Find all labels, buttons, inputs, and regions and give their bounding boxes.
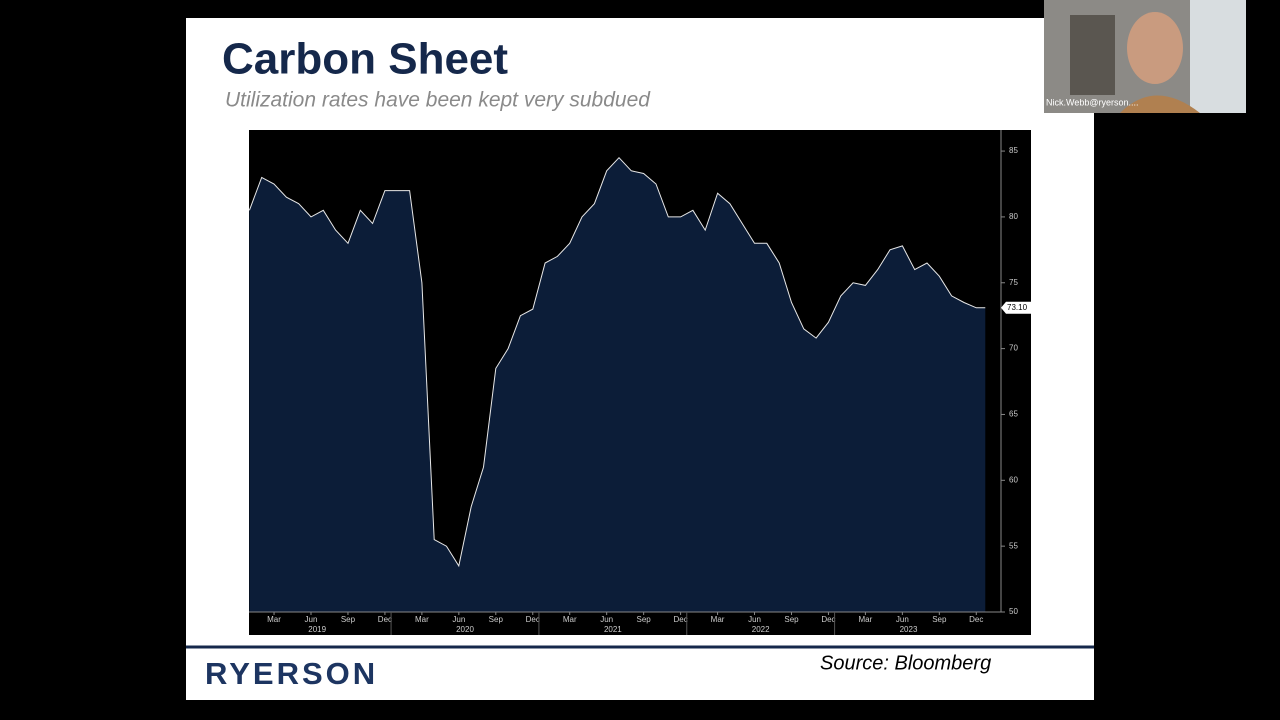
year-label: 2019 [308,625,326,634]
year-label: 2021 [604,625,622,634]
y-tick-label: 75 [1009,278,1018,287]
x-tick-label: Dec [526,615,540,624]
logo: RYERSON [205,656,378,691]
x-tick-label: Sep [637,615,652,624]
slide-title: Carbon Sheet [222,35,508,84]
y-tick-label: 55 [1009,541,1018,550]
x-tick-label: Dec [969,615,983,624]
x-tick-label: Dec [378,615,392,624]
x-tick-label: Sep [341,615,356,624]
x-tick-label: Jun [600,615,613,624]
year-label: 2023 [900,625,918,634]
x-tick-label: Jun [305,615,318,624]
year-label: 2022 [752,625,770,634]
person-body [1120,95,1200,113]
person-head [1127,12,1183,84]
x-tick-label: Jun [896,615,909,624]
x-tick-label: Sep [489,615,504,624]
y-tick-label: 85 [1009,146,1018,155]
x-tick-label: Jun [748,615,761,624]
value-label: 73.10 [1007,303,1028,312]
y-tick-label: 65 [1009,410,1018,419]
y-tick-label: 80 [1009,212,1018,221]
video-tile: Nick.Webb@ryerson.... [1044,0,1246,113]
y-tick-label: 60 [1009,475,1018,484]
participant-name: Nick.Webb@ryerson.... [1046,97,1139,107]
year-label: 2020 [456,625,474,634]
y-tick-label: 70 [1009,344,1018,353]
x-tick-label: Dec [673,615,687,624]
chart: 50 55 60 65 70 75 80 85 73.10 Mar Jun Sep Dec Mar Jun S… [248,130,1031,635]
x-tick-label: Mar [859,615,873,624]
area [249,157,986,612]
y-tick-label: 50 [1009,607,1018,616]
x-tick-label: Mar [415,615,429,624]
window [1190,0,1246,113]
value-label-bg [1001,301,1031,314]
x-tick-label: Dec [821,615,835,624]
wall [1070,15,1115,95]
source: Source: Bloomberg [820,652,991,674]
line [248,156,986,568]
x-tick-label: Mar [267,615,281,624]
slide-subtitle: Utilization rates have been kept very su… [225,89,651,112]
x-tick-label: Mar [563,615,577,624]
x-tick-label: Sep [784,615,799,624]
x-tick-label: Mar [711,615,725,624]
x-tick-label: Sep [932,615,947,624]
x-tick-label: Jun [452,615,465,624]
